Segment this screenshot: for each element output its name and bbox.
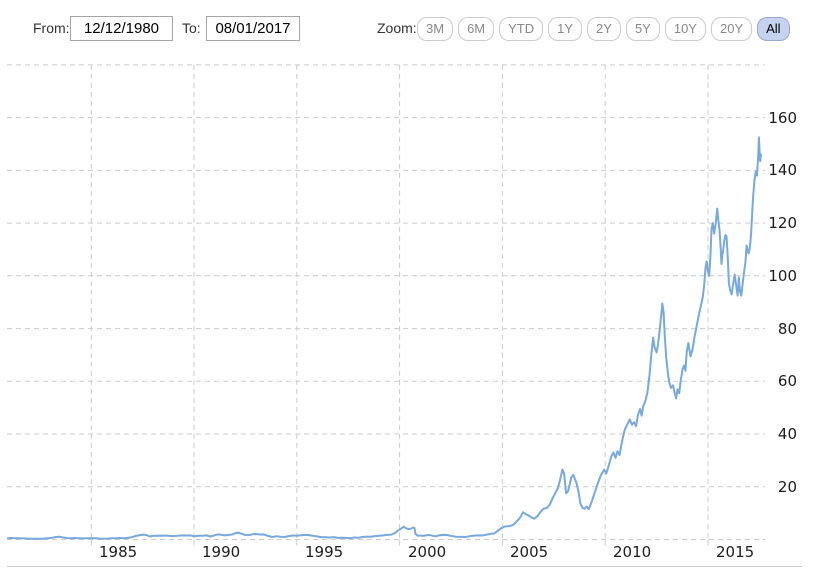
from-date-input[interactable] <box>70 16 173 41</box>
zoom-button-all[interactable]: All <box>757 17 790 41</box>
y-axis-label: 40 <box>777 425 797 443</box>
x-axis-label: 2015 <box>716 543 755 561</box>
zoom-button-3m[interactable]: 3M <box>417 17 454 41</box>
zoom-button-2y[interactable]: 2Y <box>587 17 621 41</box>
x-axis-label: 1985 <box>99 543 138 561</box>
zoom-label: Zoom: <box>377 20 417 36</box>
y-axis-label: 80 <box>777 320 797 338</box>
y-axis-label: 100 <box>768 267 797 285</box>
zoom-range-buttons: 3M 6M YTD 1Y 2Y 5Y 10Y 20Y All <box>417 17 790 41</box>
y-axis-label: 60 <box>777 372 797 390</box>
y-axis-label: 120 <box>768 214 797 232</box>
chart-toolbar: From: To: Zoom: 3M 6M YTD 1Y 2Y 5Y 10Y 2… <box>0 0 824 56</box>
to-date-input[interactable] <box>206 16 300 41</box>
x-axis-label: 2010 <box>613 543 652 561</box>
y-axis-label: 160 <box>768 109 797 127</box>
zoom-button-1y[interactable]: 1Y <box>548 17 583 41</box>
x-axis-label: 2005 <box>510 543 549 561</box>
zoom-button-ytd[interactable]: YTD <box>499 17 544 41</box>
x-axis-label: 2000 <box>408 543 447 561</box>
y-axis-label: 140 <box>768 161 797 179</box>
section-divider <box>7 566 802 567</box>
zoom-button-10y[interactable]: 10Y <box>664 17 706 41</box>
x-axis-label: 1990 <box>202 543 241 561</box>
from-label: From: <box>33 20 70 36</box>
zoom-button-20y[interactable]: 20Y <box>710 17 753 41</box>
zoom-button-6m[interactable]: 6M <box>458 17 495 41</box>
y-axis-label: 20 <box>777 478 797 496</box>
zoom-button-5y[interactable]: 5Y <box>625 17 660 41</box>
to-label: To: <box>182 20 201 36</box>
x-axis-label: 1995 <box>305 543 344 561</box>
